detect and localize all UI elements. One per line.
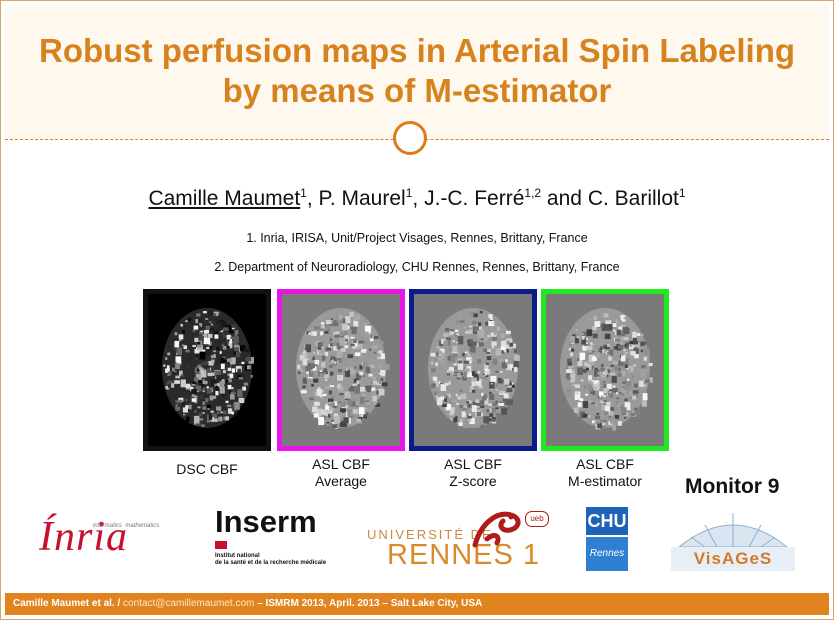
author-name: J.-C. Ferré: [424, 187, 525, 210]
universite-rennes1-logo: UNIVERSITÉ DE RENNES 1 ueb: [363, 505, 553, 573]
affiliation-2: 2. Department of Neuroradiology, CHU Ren…: [214, 260, 620, 274]
asl-cbf-mestimator-map-image: [541, 289, 669, 451]
chu-wordmark: CHU: [586, 507, 628, 535]
inserm-logo: Inserm Institut national de la santé et …: [215, 505, 355, 571]
author-affiliation-mark: 1: [405, 186, 413, 200]
panel-caption: ASL CBF Z-score: [408, 456, 538, 490]
author-list: Camille Maumet1, P. Maurel1, J.-C. Ferré…: [1, 186, 833, 211]
dsc-cbf-map-image: [143, 289, 271, 451]
author-name: C. Barillot: [587, 187, 679, 210]
rennes-bottom-text: RENNES 1: [387, 539, 541, 571]
footer-conference: – ISMRM 2013, April. 2013 – Salt Lake Ci…: [254, 598, 483, 609]
caption-line: ASL CBF: [312, 456, 370, 472]
poster-title: Robust perfusion maps in Arterial Spin L…: [38, 32, 796, 109]
footer-separator: /: [114, 598, 124, 609]
inria-logo: Ínria informatics mathematics: [39, 509, 189, 569]
title-area: [5, 5, 829, 140]
asl-cbf-average-map-image: [277, 289, 405, 451]
rennes-top-text: UNIVERSITÉ DE: [367, 527, 493, 542]
author-name: P. Maurel: [318, 187, 406, 210]
caption-line: M-estimator: [568, 473, 642, 489]
panel-caption: ASL CBF M-estimator: [540, 456, 670, 490]
dragon-icon: [472, 511, 521, 548]
visages-logo: VisAGeS: [671, 509, 795, 573]
author-separator: and: [541, 187, 588, 210]
visages-wordmark: VisAGeS: [671, 547, 795, 571]
brain-slice-graphic: [546, 294, 664, 446]
brain-slice-graphic: [148, 294, 266, 446]
caption-line: Average: [315, 473, 367, 489]
author-affiliation-mark: 1: [300, 186, 307, 200]
author-affiliation-mark: 1: [678, 186, 686, 200]
panel-caption: ASL CBF Average: [276, 456, 406, 490]
inserm-red-mark: [215, 541, 227, 549]
caption-line: ASL CBF: [576, 456, 634, 472]
caption-line: Z-score: [449, 473, 497, 489]
panel-caption: DSC CBF: [142, 461, 272, 478]
caption-line: ASL CBF: [444, 456, 502, 472]
affiliation-1: 1. Inria, IRISA, Unit/Project Visages, R…: [246, 231, 588, 245]
brain-slice-graphic: [414, 294, 532, 446]
inserm-subtitle-1: Institut national: [215, 553, 260, 559]
inria-tagline: informatics mathematics: [93, 523, 159, 529]
brain-slice-graphic: [282, 294, 400, 446]
chu-rennes-logo: CHU Rennes: [586, 507, 628, 571]
visages-dome-icon: [677, 513, 789, 548]
caption-line: DSC CBF: [176, 461, 238, 477]
footer-authors: Camille Maumet et al.: [13, 598, 115, 609]
chu-subtitle: Rennes: [586, 537, 628, 571]
author-separator: ,: [412, 187, 425, 210]
circle-ornament-icon: [393, 121, 427, 155]
author-affiliation-mark: 1,2: [524, 186, 542, 200]
footer-bar: Camille Maumet et al. / contact@camillem…: [5, 593, 829, 615]
contact-email-link[interactable]: contact@camillemaumet.com: [123, 598, 255, 609]
inserm-subtitle-2: de la santé et de la recherche médicale: [215, 560, 327, 566]
inria-tag-word: informatics: [93, 523, 123, 529]
asl-cbf-zscore-map-image: [409, 289, 537, 451]
author-separator: ,: [306, 187, 319, 210]
inserm-wordmark: Inserm: [215, 504, 317, 539]
ueb-badge: ueb: [525, 511, 549, 527]
author-name: Camille Maumet: [148, 187, 301, 210]
inria-tag-word: mathematics: [125, 523, 160, 529]
inria-wordmark: Ínria: [39, 514, 128, 560]
monitor-label: Monitor 9: [685, 475, 780, 498]
